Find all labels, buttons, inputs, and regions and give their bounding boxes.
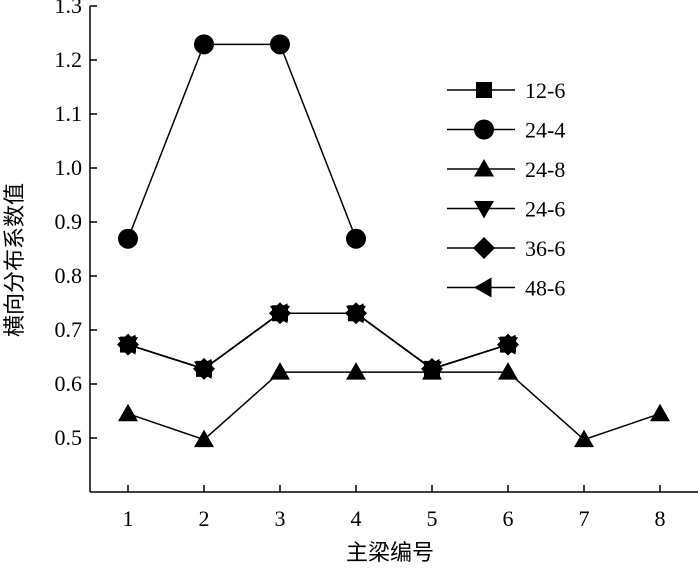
series-line xyxy=(127,43,357,240)
y-tick-label: 1.0 xyxy=(55,155,83,180)
data-point xyxy=(346,228,366,249)
data-point xyxy=(574,429,594,448)
data-point xyxy=(118,334,136,355)
y-tick-label: 1.2 xyxy=(55,47,83,72)
x-tick-label: 2 xyxy=(199,506,210,531)
series-line xyxy=(127,312,509,370)
data-point xyxy=(498,362,518,380)
series-line xyxy=(127,312,509,370)
legend-marker xyxy=(476,82,492,98)
chart-legend: 12-6 24-4 24-8 24-6 36-6 48-6 xyxy=(447,78,565,301)
legend-label: 36-6 xyxy=(525,236,565,261)
data-point xyxy=(118,403,138,422)
legend-entry: 36-6 xyxy=(447,236,565,261)
legend-entry: 24-6 xyxy=(447,197,565,222)
y-tick-label: 1.1 xyxy=(55,101,83,126)
legend-label: 48-6 xyxy=(525,276,565,301)
x-tick-label: 6 xyxy=(503,506,514,531)
x-tick-label: 3 xyxy=(275,506,286,531)
legend-entry: 48-6 xyxy=(447,276,565,301)
y-tick-label: 1.3 xyxy=(55,0,83,18)
data-point xyxy=(650,403,670,422)
x-tick-label: 8 xyxy=(655,506,666,531)
y-tick-label: 0.6 xyxy=(55,371,83,396)
legend-label: 24-4 xyxy=(525,118,565,143)
series-line xyxy=(127,371,661,441)
legend-entry: 24-4 xyxy=(447,118,565,143)
y-axis-title: 横向分布系数值 xyxy=(2,183,27,337)
data-point xyxy=(346,362,366,380)
data-point xyxy=(194,358,212,379)
series-12-6 xyxy=(120,305,516,377)
data-point xyxy=(498,334,516,355)
series-24-6 xyxy=(118,305,518,379)
legend-marker xyxy=(474,119,494,140)
data-point xyxy=(118,228,138,249)
y-tick-label: 0.5 xyxy=(55,425,83,450)
data-point xyxy=(270,303,288,324)
y-tick-label: 0.7 xyxy=(55,317,83,342)
legend-marker xyxy=(473,237,495,259)
series-24-4 xyxy=(118,34,366,249)
data-point xyxy=(194,429,214,448)
legend-entry: 24-8 xyxy=(447,157,565,182)
x-tick-label: 5 xyxy=(427,506,438,531)
series-line xyxy=(127,312,509,370)
y-tick-label: 0.9 xyxy=(55,209,83,234)
legend-marker xyxy=(474,159,494,177)
series-48-6 xyxy=(118,303,516,379)
legend-marker xyxy=(474,201,494,219)
data-point xyxy=(422,358,440,379)
x-tick-label: 4 xyxy=(351,506,362,531)
x-axis-title: 主梁编号 xyxy=(346,540,434,565)
legend-label: 12-6 xyxy=(525,78,565,103)
legend-entry: 12-6 xyxy=(447,78,565,103)
y-tick-label: 0.8 xyxy=(55,263,83,288)
data-point xyxy=(270,362,290,380)
x-tick-label: 7 xyxy=(579,506,590,531)
legend-marker xyxy=(474,277,492,298)
legend-label: 24-8 xyxy=(525,157,565,182)
chart-axes: 0.5 0.6 0.7 0.8 0.9 1.0 1.1 1.2 1.3 1 2 3 4 5 6 7 8 xyxy=(55,0,698,531)
data-point xyxy=(194,34,214,55)
series-24-8 xyxy=(118,362,670,448)
x-tick-label: 1 xyxy=(123,506,134,531)
series-line xyxy=(127,312,509,370)
chart-series xyxy=(117,34,670,448)
data-point xyxy=(270,34,290,55)
data-point xyxy=(346,303,364,324)
legend-label: 24-6 xyxy=(525,197,565,222)
